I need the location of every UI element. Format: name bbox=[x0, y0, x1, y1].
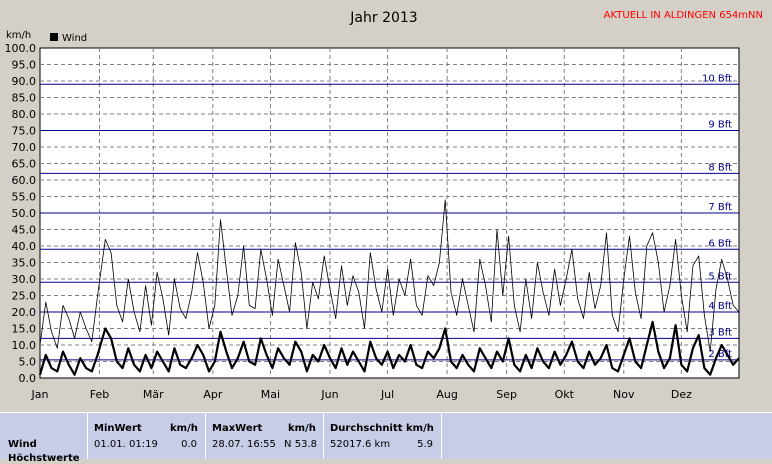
beaufort-label: 4 Bft bbox=[708, 301, 732, 312]
y-tick-label: 100.0 bbox=[5, 42, 37, 55]
y-tick-label: 75.0 bbox=[12, 125, 37, 138]
y-tick-label: 10.0 bbox=[12, 339, 37, 352]
y-tick-label: 55.0 bbox=[12, 191, 37, 204]
y-tick-label: 50.0 bbox=[12, 207, 37, 220]
stats-panel: Wind Höchstwerte MinWert km/h 01.01. 01:… bbox=[0, 412, 772, 464]
wind-chart: Jahr 2013 AKTUELL IN ALDINGEN 654mNN km/… bbox=[4, 10, 763, 401]
max-value: 53.8 bbox=[294, 439, 317, 450]
x-tick-label: Feb bbox=[90, 388, 109, 401]
x-tick-label: Dez bbox=[671, 388, 692, 401]
x-tick-label: Okt bbox=[555, 388, 575, 401]
x-tick-label: Jul bbox=[380, 388, 394, 401]
y-tick-label: 5.0 bbox=[19, 356, 37, 369]
y-tick-label: 0.0 bbox=[19, 372, 37, 385]
y-axis-unit: km/h bbox=[6, 30, 31, 41]
beaufort-label: 3 Bft bbox=[708, 327, 732, 338]
min-title: MinWert bbox=[94, 423, 142, 434]
beaufort-label: 10 Bft bbox=[702, 73, 732, 84]
x-tick-label: Mär bbox=[143, 388, 164, 401]
avg-unit: km/h bbox=[406, 423, 434, 434]
min-date: 01.01. bbox=[94, 439, 126, 450]
y-tick-label: 15.0 bbox=[12, 323, 37, 336]
y-tick-label: 95.0 bbox=[12, 59, 37, 72]
min-unit: km/h bbox=[170, 423, 198, 434]
avg-title: Durchschnitt bbox=[330, 423, 403, 434]
x-tick-label: Jan bbox=[31, 388, 49, 401]
legend-swatch bbox=[50, 33, 58, 41]
y-tick-label: 35.0 bbox=[12, 257, 37, 270]
x-tick-label: Sep bbox=[496, 388, 517, 401]
stats-label-cell: Wind Höchstwerte bbox=[0, 413, 88, 464]
y-tick-label: 30.0 bbox=[12, 273, 37, 286]
beaufort-label: 7 Bft bbox=[708, 202, 732, 213]
y-tick-label: 25.0 bbox=[12, 290, 37, 303]
stats-row-label-2: Höchstwerte bbox=[8, 453, 80, 464]
y-tick-label: 80.0 bbox=[12, 108, 37, 121]
beaufort-label: 2 Bft bbox=[708, 349, 732, 360]
min-time: 01:19 bbox=[129, 439, 158, 450]
max-title: MaxWert bbox=[212, 423, 263, 434]
chart-title: Jahr 2013 bbox=[349, 10, 417, 26]
x-tick-label: Nov bbox=[613, 388, 635, 401]
avg-value: 5.9 bbox=[417, 439, 433, 450]
y-tick-label: 65.0 bbox=[12, 158, 37, 171]
y-tick-label: 70.0 bbox=[12, 141, 37, 154]
x-tick-label: Jun bbox=[320, 388, 338, 401]
min-cell: MinWert km/h 01.01. 01:19 0.0 bbox=[88, 413, 206, 459]
y-tick-label: 40.0 bbox=[12, 240, 37, 253]
max-unit: km/h bbox=[288, 423, 316, 434]
x-tick-label: Aug bbox=[436, 388, 457, 401]
avg-distance: 52017.6 km bbox=[330, 439, 391, 450]
avg-cell: Durchschnitt km/h 52017.6 km 5.9 bbox=[324, 413, 442, 459]
beaufort-label: 9 Bft bbox=[708, 120, 732, 131]
beaufort-label: 6 Bft bbox=[708, 238, 732, 249]
min-value: 0.0 bbox=[181, 439, 197, 450]
y-tick-label: 45.0 bbox=[12, 224, 37, 237]
max-cell: MaxWert km/h 28.07. 16:55 N 53.8 bbox=[206, 413, 324, 459]
max-time: 16:55 bbox=[247, 439, 276, 450]
wind-series-line bbox=[38, 320, 740, 376]
y-tick-label: 60.0 bbox=[12, 174, 37, 187]
max-date: 28.07. bbox=[212, 439, 244, 450]
x-tick-label: Mai bbox=[261, 388, 280, 401]
y-tick-label: 85.0 bbox=[12, 92, 37, 105]
y-tick-label: 20.0 bbox=[12, 306, 37, 319]
beaufort-label: 8 Bft bbox=[708, 162, 732, 173]
beaufort-label: 5 Bft bbox=[708, 271, 732, 282]
legend-label: Wind bbox=[62, 33, 87, 44]
gust-series-line bbox=[39, 199, 740, 353]
location-label: AKTUELL IN ALDINGEN 654mNN bbox=[604, 10, 763, 21]
stats-row-label: Wind bbox=[8, 439, 37, 450]
y-tick-label: 90.0 bbox=[12, 75, 37, 88]
x-tick-label: Apr bbox=[203, 388, 223, 401]
max-direction: N bbox=[284, 439, 292, 450]
